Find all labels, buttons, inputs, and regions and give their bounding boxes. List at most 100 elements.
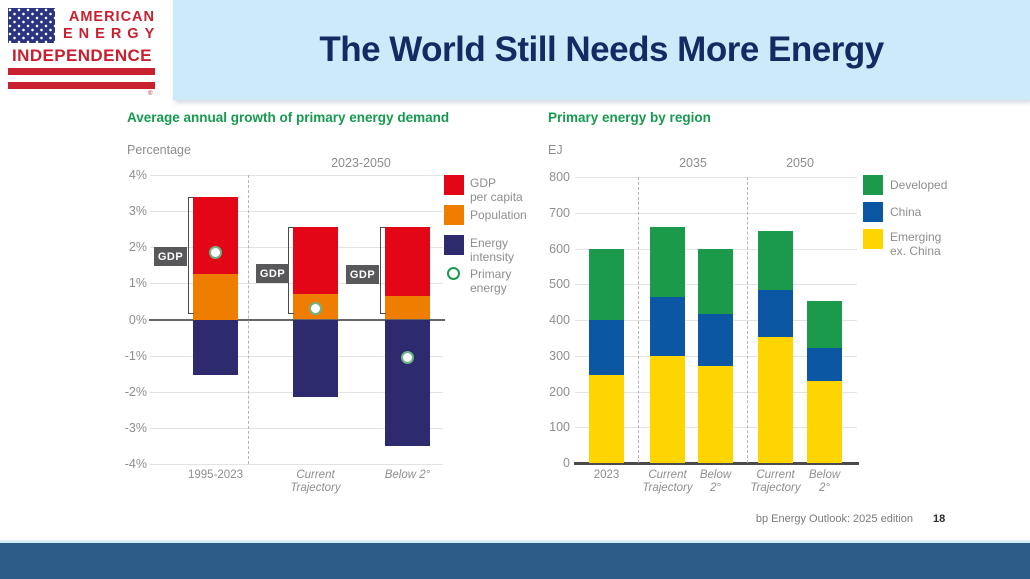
x-axis-label: Below 2°	[699, 469, 732, 494]
period-label: 2023-2050	[331, 156, 391, 170]
legend-label: China	[890, 205, 922, 219]
bar-segment-population	[293, 294, 338, 320]
bar-segment-population	[385, 296, 430, 320]
gridline	[150, 283, 443, 285]
slide-title: The World Still Needs More Energy	[319, 30, 884, 69]
bar-segment-china	[807, 347, 842, 382]
y-tick-label: 300	[549, 348, 570, 363]
gridline	[150, 211, 443, 213]
gdp-bracket	[288, 227, 294, 315]
primary-energy-marker	[309, 302, 322, 316]
flag-stripe	[8, 82, 155, 89]
bar-segment-population	[193, 274, 238, 320]
x-axis-label: Below 2°	[384, 469, 431, 481]
bar-segment-developed	[807, 301, 842, 348]
gdp-label: GDP	[256, 264, 289, 283]
bar-segment-emerging-ex-china	[758, 337, 793, 463]
gridline	[150, 427, 443, 429]
bottom-accent-line	[0, 540, 1030, 543]
gdp-label: GDP	[154, 247, 187, 266]
legend-label: Primary energy	[470, 267, 512, 295]
source-citation: bp Energy Outlook: 2025 edition	[755, 513, 913, 525]
y-tick-label: 800	[549, 170, 570, 184]
flag-stars-icon	[8, 8, 55, 43]
gridline	[575, 177, 857, 178]
legend-swatch-emerging-ex-china	[863, 229, 883, 249]
x-axis-label: Current Trajectory	[750, 469, 801, 494]
bar-segment-china	[758, 289, 793, 338]
group-label: 2050	[786, 156, 814, 170]
gridline	[575, 212, 857, 214]
dashed-divider	[248, 175, 249, 464]
gridline	[150, 247, 443, 249]
gdp-bracket	[188, 196, 194, 315]
x-axis-label: Current Trajectory	[290, 469, 341, 494]
legend-label: Population	[470, 208, 527, 222]
bar-segment-developed	[698, 249, 733, 314]
y-tick-label: 2%	[128, 240, 147, 255]
dashed-divider	[638, 177, 639, 463]
legend-swatch-energy-intensity	[444, 235, 464, 255]
legend-swatch-gdp-per-capita	[444, 175, 464, 195]
y-tick-label: 700	[549, 205, 570, 220]
bar-segment-china	[698, 313, 733, 366]
gdp-label: GDP	[346, 265, 379, 284]
bar-segment-emerging-ex-china	[650, 355, 685, 463]
bar-segment-emerging-ex-china	[807, 381, 842, 463]
gridline	[575, 248, 857, 250]
logo-text-energy: ENERGY	[63, 26, 161, 42]
y-tick-label: 100	[549, 420, 570, 435]
x-axis-label: 1995-2023	[188, 469, 243, 481]
legend-swatch-china	[863, 202, 883, 222]
bar-segment-gdp-per-capita	[293, 227, 338, 295]
gridline	[150, 355, 443, 357]
bar-segment-emerging-ex-china	[698, 365, 733, 463]
x-axis-label: Below 2°	[808, 469, 841, 494]
gridline	[575, 320, 857, 321]
y-tick-label: 4%	[128, 168, 147, 182]
bar-segment-developed	[650, 227, 685, 297]
company-logo: AMERICAN ENERGY INDEPENDENCE ®	[8, 8, 155, 100]
bar-segment-energy-intensity	[385, 319, 430, 446]
x-axis-label: 2023	[593, 469, 620, 481]
gdp-bracket	[380, 227, 386, 315]
gridline	[575, 427, 857, 429]
region-chart-unit-label: EJ	[548, 143, 563, 157]
legend-ring-primary-energy	[447, 267, 460, 280]
legend-swatch-population	[444, 205, 464, 225]
bottom-bar	[0, 543, 1030, 579]
bar-segment-gdp-per-capita	[385, 227, 430, 296]
logo-text-american: AMERICAN	[68, 9, 155, 25]
gridline	[150, 175, 443, 176]
legend-label: Emerging ex. China	[890, 230, 942, 258]
x-axis-label: Current Trajectory	[642, 469, 693, 494]
growth-chart-title: Average annual growth of primary energy …	[127, 110, 450, 125]
y-tick-label: 3%	[128, 204, 147, 219]
y-tick-label: 600	[549, 241, 570, 256]
zero-axis-line	[574, 462, 859, 465]
bar-segment-emerging-ex-china	[589, 375, 624, 463]
bar-segment-energy-intensity	[293, 319, 338, 398]
y-tick-label: 0%	[128, 312, 147, 327]
legend-label: Developed	[890, 178, 948, 192]
primary-energy-marker	[401, 350, 414, 364]
y-tick-label: 0	[563, 456, 570, 470]
primary-energy-marker	[209, 246, 222, 260]
growth-chart-unit-label: Percentage	[127, 143, 191, 157]
y-tick-label: -4%	[124, 457, 147, 471]
bar-segment-developed	[758, 230, 793, 290]
registered-mark: ®	[148, 91, 153, 97]
gridline	[575, 284, 857, 286]
title-banner: The World Still Needs More Energy	[173, 0, 1030, 100]
zero-axis-line	[149, 318, 445, 321]
y-tick-label: 1%	[128, 276, 147, 291]
page-number: 18	[933, 513, 946, 525]
y-tick-label: -2%	[124, 384, 147, 399]
y-tick-label: -3%	[124, 420, 147, 435]
y-tick-label: -1%	[124, 348, 147, 363]
logo-text-independence: INDEPENDENCE	[12, 46, 152, 65]
gridline	[575, 355, 857, 357]
dashed-divider	[747, 177, 748, 463]
bar-segment-china	[650, 296, 685, 356]
